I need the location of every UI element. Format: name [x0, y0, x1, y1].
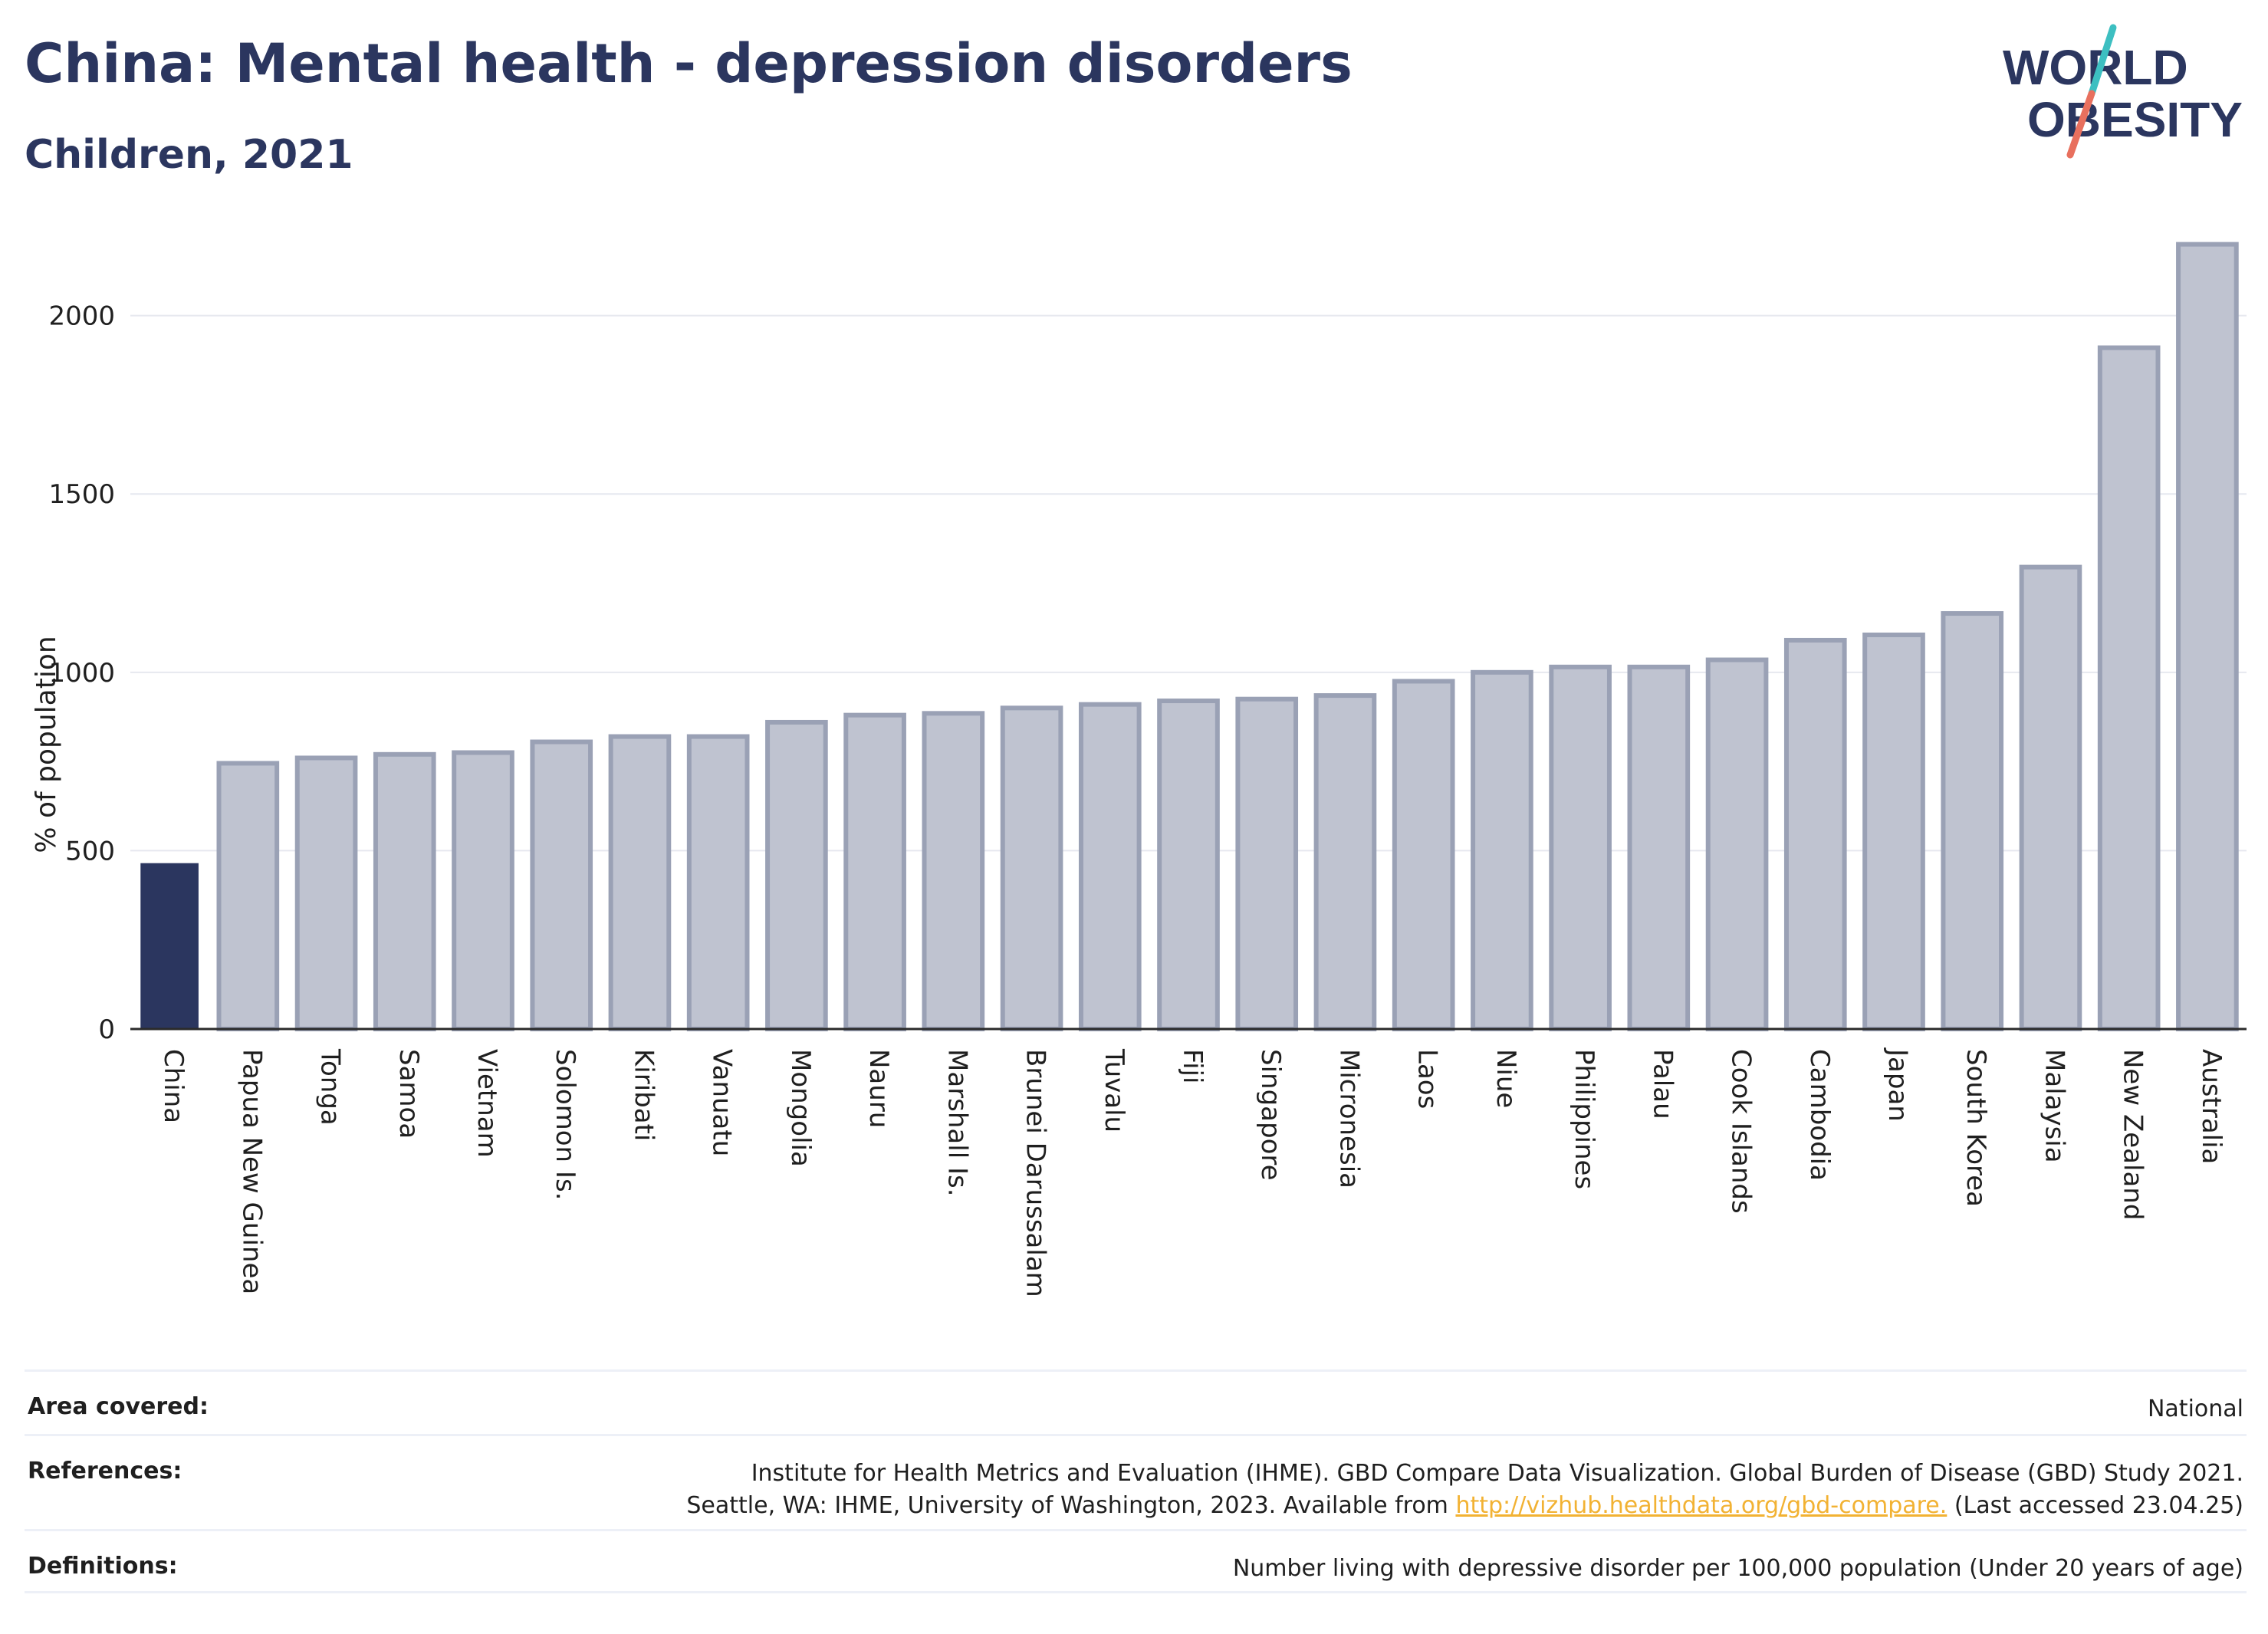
x-tick-label: Singapore — [1255, 1049, 1286, 1181]
bar-marshall-is — [922, 711, 985, 1031]
references-label: References: — [28, 1458, 182, 1484]
bar-vietnam — [452, 750, 514, 1032]
bar-japan — [1862, 632, 1925, 1031]
definitions-label: Definitions: — [28, 1553, 178, 1580]
bar-new-zealand — [2097, 345, 2161, 1032]
x-tick-label: Solomon Is. — [550, 1049, 580, 1200]
bar-singapore — [1235, 696, 1299, 1032]
bar-micronesia — [1313, 693, 1377, 1031]
logo-text-obesity: OBESITY — [2027, 92, 2243, 147]
references-link[interactable]: http://vizhub.healthdata.org/gbd-compare… — [1455, 1492, 1948, 1519]
references-value: Institute for Health Metrics and Evaluat… — [686, 1458, 2243, 1522]
bar-chart: 0 500 1000 1500 2000 % of population China Papu… — [31, 242, 2247, 1297]
bar-kiribati — [608, 734, 672, 1032]
logo-slash-coral — [2066, 90, 2095, 159]
x-tick-label: Micronesia — [1333, 1049, 1364, 1189]
chart-title: China: Mental health - depression disord… — [25, 32, 1353, 95]
info-row-references: References: Institute for Health Metrics… — [25, 1434, 2247, 1529]
x-tick-label: Palau — [1647, 1049, 1678, 1119]
x-tick-label: Philippines — [1569, 1049, 1599, 1189]
x-tick-label: Kiribati — [628, 1049, 659, 1141]
chart-subtitle: Children, 2021 — [25, 132, 353, 178]
bar-tuvalu — [1078, 702, 1142, 1031]
logo-slash-teal — [2088, 24, 2117, 97]
y-axis-label: % of population — [31, 636, 62, 853]
x-tick-label: Vietnam — [472, 1049, 502, 1158]
x-tick-label: Fiji — [1177, 1049, 1208, 1083]
bar-malaysia — [2019, 564, 2082, 1031]
x-tick-label: Niue — [1491, 1049, 1521, 1108]
bar-mongolia — [765, 719, 828, 1031]
bar-papua-new-guinea — [216, 761, 280, 1031]
bar-fiji — [1157, 699, 1220, 1031]
bar-samoa — [373, 751, 436, 1031]
y-tick-label: 1500 — [48, 479, 115, 510]
x-tick-label: Papua New Guinea — [236, 1049, 267, 1294]
definitions-value: Number living with depressive disorder p… — [1232, 1555, 2243, 1582]
x-tick-label: Marshall Is. — [942, 1049, 972, 1197]
bar-china — [140, 863, 199, 1029]
x-tick-label: Australia — [2196, 1049, 2227, 1164]
references-line2-post: (Last accessed 23.04.25) — [1947, 1492, 2243, 1519]
world-obesity-logo: WORLD OBESITY — [2003, 24, 2243, 159]
bar-laos — [1392, 679, 1455, 1031]
bar-nauru — [843, 712, 906, 1032]
x-tick-label: Cambodia — [1804, 1049, 1835, 1181]
info-table: Area covered: National References: Insti… — [25, 1369, 2247, 1593]
info-row-area: Area covered: National — [25, 1369, 2247, 1434]
x-tick-label: Japan — [1882, 1047, 1913, 1122]
y-tick-label: 2000 — [48, 301, 115, 332]
x-tick-label: Tonga — [315, 1048, 346, 1126]
x-tick-label: Nauru — [863, 1049, 894, 1128]
bar-south-korea — [1941, 611, 2004, 1031]
y-tick-label: 500 — [65, 836, 115, 866]
bar-philippines — [1549, 664, 1612, 1031]
y-tick-label: 0 — [98, 1014, 115, 1045]
references-line2-pre: Seattle, WA: IHME, University of Washing… — [686, 1492, 1456, 1519]
x-tick-label: South Korea — [1961, 1049, 1991, 1207]
x-tick-label: Laos — [1412, 1049, 1443, 1109]
bar-tonga — [294, 755, 358, 1031]
bar-palau — [1627, 664, 1691, 1031]
bar-solomon-is — [530, 739, 593, 1031]
x-tick-label: Cook Islands — [1726, 1049, 1757, 1214]
x-tick-label: Malaysia — [2039, 1049, 2069, 1163]
bar-vanuatu — [686, 734, 750, 1032]
bar-australia — [2176, 242, 2239, 1032]
bar-brunei-darussalam — [1000, 705, 1063, 1031]
x-tick-label: New Zealand — [2118, 1049, 2148, 1220]
x-tick-label: China — [158, 1049, 189, 1123]
x-tick-label: Mongolia — [785, 1049, 816, 1167]
area-covered-value: National — [2147, 1396, 2243, 1422]
x-tick-label: Tuvalu — [1099, 1048, 1129, 1133]
bar-niue — [1471, 669, 1533, 1031]
bar-cook-islands — [1705, 657, 1769, 1031]
x-tick-label: Vanuatu — [707, 1049, 738, 1156]
info-row-definitions: Definitions: Number living with depressi… — [25, 1529, 2247, 1593]
area-covered-label: Area covered: — [28, 1393, 209, 1420]
bar-cambodia — [1783, 637, 1847, 1032]
x-tick-label: Brunei Darussalam — [1021, 1049, 1051, 1297]
references-line1: Institute for Health Metrics and Evaluat… — [751, 1460, 2243, 1487]
y-tick-label: 1000 — [48, 658, 115, 689]
x-tick-label: Samoa — [393, 1049, 424, 1139]
